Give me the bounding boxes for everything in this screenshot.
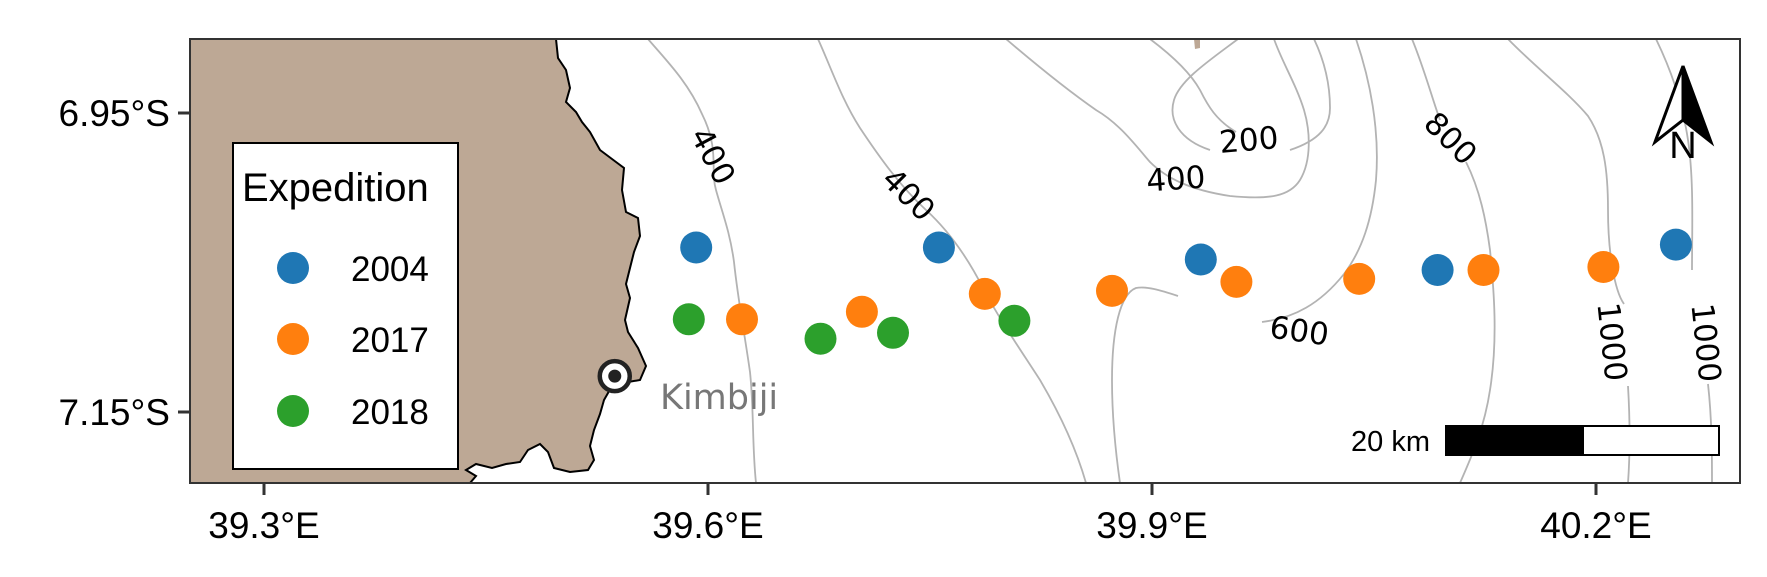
y-tick-label-6-95s: 6.95°S [59, 93, 171, 134]
map-frame [189, 38, 1741, 484]
contour-label-600: 600 [1267, 310, 1331, 354]
legend-entry-2017: 2017 [277, 321, 429, 360]
y-axis: 6.95°S 7.15°S [59, 93, 190, 433]
station-point-2004-3 [1184, 243, 1217, 276]
station-point-2018-15 [804, 322, 837, 355]
station-point-2004-1 [680, 231, 713, 264]
legend-swatch-2004 [277, 252, 309, 284]
islet [1194, 39, 1200, 49]
station-points [672, 228, 1692, 355]
station-point-2017-8 [968, 277, 1001, 310]
legend-label-2017: 2017 [351, 321, 429, 360]
scale-bar: 20 km [1351, 425, 1720, 458]
legend-entry-2004: 2004 [277, 250, 429, 289]
kimbiji-site-marker [597, 358, 633, 394]
station-point-2018-14 [672, 303, 705, 336]
scale-bar-label: 20 km [1351, 426, 1430, 458]
contour-label-1000-b: 1000 [1683, 302, 1727, 384]
legend-swatch-2018 [277, 395, 309, 427]
x-tick-label-39-9e: 39.9°E [1096, 505, 1208, 546]
legend-swatch-2017 [277, 323, 309, 355]
legend: Expedition 2004 2017 2018 [232, 142, 459, 470]
legend-title: Expedition [242, 166, 429, 210]
y-tick-label-7-15s: 7.15°S [59, 392, 171, 433]
x-axis: 39.3°E 39.6°E 39.9°E 40.2°E [208, 483, 1652, 546]
station-point-2004-4 [1421, 254, 1454, 286]
station-point-2017-6 [726, 303, 758, 336]
x-tick-label-40-2e: 40.2°E [1540, 505, 1652, 546]
legend-label-2004: 2004 [351, 250, 429, 289]
station-point-2017-7 [845, 295, 878, 328]
place-label-kimbiji: Kimbiji [660, 378, 778, 418]
station-point-2017-13 [1587, 251, 1620, 283]
x-tick-label-39-6e: 39.6°E [652, 505, 764, 546]
north-arrow-label: N [1669, 125, 1696, 167]
contour-label-1000-a: 1000 [1589, 301, 1633, 383]
contour-label-200: 200 [1218, 120, 1280, 161]
north-arrow: N [1651, 65, 1715, 167]
station-point-2004-5 [1659, 228, 1692, 261]
legend-label-2018: 2018 [351, 393, 429, 432]
contour-label-400-c: 400 [1145, 159, 1207, 199]
station-point-2017-11 [1343, 262, 1376, 295]
station-point-2017-9 [1096, 274, 1128, 307]
legend-box [232, 142, 459, 470]
station-point-2017-10 [1220, 265, 1253, 298]
x-tick-label-39-3e: 39.3°E [208, 505, 320, 546]
station-point-2018-17 [998, 304, 1031, 337]
legend-entry-2018: 2018 [277, 393, 429, 432]
station-point-2018-16 [877, 316, 909, 349]
station-point-2004-2 [922, 231, 955, 264]
station-point-2017-12 [1467, 254, 1500, 286]
